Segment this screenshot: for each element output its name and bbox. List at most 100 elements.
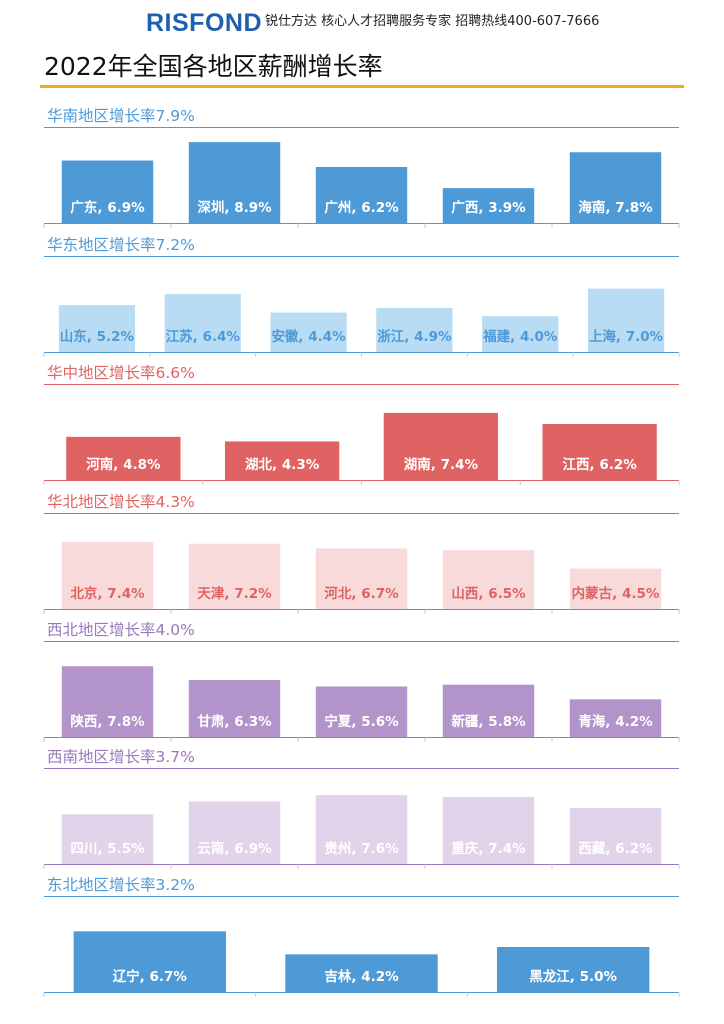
bar-湖北 bbox=[224, 441, 340, 481]
bar-天津 bbox=[188, 543, 281, 610]
bar-安徽 bbox=[270, 312, 347, 353]
region-title: 华北地区增长率4.3% bbox=[47, 493, 195, 511]
bar-label-甘肃: 甘肃, 6.3% bbox=[197, 713, 272, 730]
bar-江西 bbox=[542, 423, 657, 481]
region-south-china: 华南地区增长率7.9% 广东, 6.9% 深圳, 8.9% 广州, 6.2% 广西, … bbox=[0, 106, 724, 228]
bar-云南 bbox=[188, 801, 281, 865]
bar-吉林 bbox=[285, 954, 438, 993]
region-rule bbox=[44, 513, 679, 514]
bar-label-云南: 云南, 6.9% bbox=[197, 840, 272, 857]
region-rule bbox=[44, 896, 679, 897]
bar-chart-svg: 山东, 5.2% 江苏, 6.4% 安徽, 4.4% 浙江, 4.9% 福建, 4.0%… bbox=[43, 288, 680, 357]
bar-四川 bbox=[61, 814, 154, 865]
bar-label-新疆: 新疆, 5.8% bbox=[451, 713, 526, 730]
region-central-china: 华中地区增长率6.6% 河南, 4.8% 湖北, 4.3% 湖南, 7.4% 江西, … bbox=[0, 363, 724, 485]
bar-chart-svg: 北京, 7.4% 天津, 7.2% 河北, 6.7% 山西, 6.5% 内蒙古, 4.5… bbox=[43, 541, 680, 614]
bar-label-吉林: 吉林, 4.2% bbox=[324, 968, 399, 985]
header: RISFOND 锐仕方达 核心人才招聘服务专家 招聘热线400-607-7666 bbox=[0, 0, 724, 40]
bar-label-北京: 北京, 7.4% bbox=[70, 585, 145, 602]
bar-label-浙江: 浙江, 4.9% bbox=[377, 328, 452, 345]
bar-山东 bbox=[58, 305, 136, 353]
region-bar-chart: 广东, 6.9% 深圳, 8.9% 广州, 6.2% 广西, 3.9% 海南, 7.8% bbox=[0, 136, 724, 228]
bar-label-河北: 河北, 6.7% bbox=[324, 585, 399, 602]
region-bar-chart: 辽宁, 6.7% 吉林, 4.2% 黑龙江, 5.0% bbox=[0, 905, 724, 997]
region-rule bbox=[44, 768, 679, 769]
region-east-china: 华东地区增长率7.2% 山东, 5.2% 江苏, 6.4% 安徽, 4.4% 浙江, … bbox=[0, 235, 724, 357]
bar-福建 bbox=[482, 316, 559, 353]
bar-黑龙江 bbox=[496, 947, 650, 993]
bar-label-广州: 广州, 6.2% bbox=[324, 199, 399, 216]
region-southwest: 西南地区增长率3.7% 四川, 5.5% 云南, 6.9% 贵州, 7.6% 重庆, … bbox=[0, 747, 724, 869]
region-bar-chart: 陕西, 7.8% 甘肃, 6.3% 宁夏, 5.6% 新疆, 5.8% 青海, 4.2% bbox=[0, 650, 724, 742]
bar-label-辽宁: 辽宁, 6.7% bbox=[113, 968, 188, 985]
bar-广州 bbox=[315, 166, 408, 224]
bar-chart-svg: 广东, 6.9% 深圳, 8.9% 广州, 6.2% 广西, 3.9% 海南, 7.8% bbox=[43, 142, 680, 228]
region-northwest: 西北地区增长率4.0% 陕西, 7.8% 甘肃, 6.3% 宁夏, 5.6% 新疆, … bbox=[0, 620, 724, 742]
bar-重庆 bbox=[442, 796, 535, 865]
page-title: 2022年全国各地区薪酬增长率 bbox=[44, 52, 383, 81]
bar-chart-svg: 河南, 4.8% 湖北, 4.3% 湖南, 7.4% 江西, 6.2% bbox=[43, 412, 680, 485]
bar-海南 bbox=[569, 152, 662, 224]
bar-label-福建: 福建, 4.0% bbox=[482, 328, 558, 345]
region-title: 西北地区增长率4.0% bbox=[47, 621, 195, 639]
bar-label-上海: 上海, 7.0% bbox=[589, 328, 664, 345]
bar-label-四川: 四川, 5.5% bbox=[70, 841, 145, 857]
bar-宁夏 bbox=[315, 686, 408, 738]
bar-label-山东: 山东, 5.2% bbox=[60, 328, 135, 345]
bar-西藏 bbox=[569, 807, 662, 865]
bar-label-深圳: 深圳, 8.9% bbox=[197, 199, 272, 216]
bar-label-安徽: 安徽, 4.4% bbox=[271, 328, 346, 345]
bar-label-天津: 天津, 7.2% bbox=[197, 585, 272, 602]
bar-label-内蒙古: 内蒙古, 4.5% bbox=[572, 585, 660, 602]
bar-label-西藏: 西藏, 6.2% bbox=[578, 840, 653, 857]
region-bar-chart: 北京, 7.4% 天津, 7.2% 河北, 6.7% 山西, 6.5% 内蒙古, 4.5… bbox=[0, 522, 724, 614]
bar-label-广西: 广西, 3.9% bbox=[451, 199, 526, 216]
region-northeast: 东北地区增长率3.2% 辽宁, 6.7% 吉林, 4.2% 黑龙江, 5.0% bbox=[0, 875, 724, 997]
region-title: 华中地区增长率6.6% bbox=[47, 364, 195, 382]
header-tagline: 锐仕方达 核心人才招聘服务专家 招聘热线400-607-7666 bbox=[265, 14, 600, 29]
bar-辽宁 bbox=[73, 931, 227, 993]
bar-label-海南: 海南, 7.8% bbox=[578, 199, 653, 216]
region-title: 东北地区增长率3.2% bbox=[47, 876, 195, 894]
bar-label-广东: 广东, 6.9% bbox=[70, 199, 145, 216]
region-north-china: 华北地区增长率4.3% 北京, 7.4% 天津, 7.2% 河北, 6.7% 山西, … bbox=[0, 492, 724, 614]
region-bar-chart: 山东, 5.2% 江苏, 6.4% 安徽, 4.4% 浙江, 4.9% 福建, 4.0%… bbox=[0, 265, 724, 357]
bar-山西 bbox=[442, 550, 535, 610]
bar-青海 bbox=[569, 699, 662, 738]
bar-广东 bbox=[61, 160, 154, 224]
region-rule bbox=[44, 641, 679, 642]
bar-label-陕西: 陕西, 7.8% bbox=[70, 713, 145, 730]
bar-label-湖南: 湖南, 7.4% bbox=[404, 456, 479, 473]
bar-label-青海: 青海, 4.2% bbox=[578, 713, 653, 730]
bar-label-江西: 江西, 6.2% bbox=[562, 456, 637, 473]
bar-深圳 bbox=[188, 142, 281, 224]
bar-广西 bbox=[442, 188, 535, 224]
bar-chart-svg: 陕西, 7.8% 甘肃, 6.3% 宁夏, 5.6% 新疆, 5.8% 青海, 4.2% bbox=[43, 666, 680, 742]
risfond-logo: RISFOND bbox=[146, 9, 262, 37]
bar-label-宁夏: 宁夏, 5.6% bbox=[324, 713, 399, 730]
bar-label-重庆: 重庆, 7.4% bbox=[451, 840, 526, 857]
bar-新疆 bbox=[442, 684, 535, 738]
region-rule bbox=[44, 127, 679, 128]
region-bar-chart: 河南, 4.8% 湖北, 4.3% 湖南, 7.4% 江西, 6.2% bbox=[0, 393, 724, 485]
bar-甘肃 bbox=[188, 680, 281, 738]
region-rule bbox=[44, 384, 679, 385]
bar-label-黑龙江: 黑龙江, 5.0% bbox=[529, 968, 617, 985]
bar-江苏 bbox=[164, 294, 241, 353]
bar-chart-svg: 辽宁, 6.7% 吉林, 4.2% 黑龙江, 5.0% bbox=[43, 931, 680, 997]
bar-河南 bbox=[66, 436, 181, 481]
title-underline bbox=[40, 85, 684, 88]
bar-label-河南: 河南, 4.8% bbox=[86, 456, 161, 473]
bar-内蒙古 bbox=[569, 568, 662, 610]
region-title: 华南地区增长率7.9% bbox=[47, 107, 195, 125]
bar-河北 bbox=[315, 548, 408, 610]
bar-label-贵州: 贵州, 7.6% bbox=[324, 840, 399, 857]
bar-湖南 bbox=[383, 412, 499, 481]
region-title: 西南地区增长率3.7% bbox=[47, 748, 195, 766]
bar-label-山西: 山西, 6.5% bbox=[451, 586, 526, 602]
region-bar-chart: 四川, 5.5% 云南, 6.9% 贵州, 7.6% 重庆, 7.4% 西藏, 6.2% bbox=[0, 777, 724, 869]
region-title: 华东地区增长率7.2% bbox=[47, 236, 195, 254]
bar-浙江 bbox=[376, 307, 453, 353]
bar-label-江苏: 江苏, 6.4% bbox=[166, 328, 241, 345]
region-rule bbox=[44, 256, 679, 257]
